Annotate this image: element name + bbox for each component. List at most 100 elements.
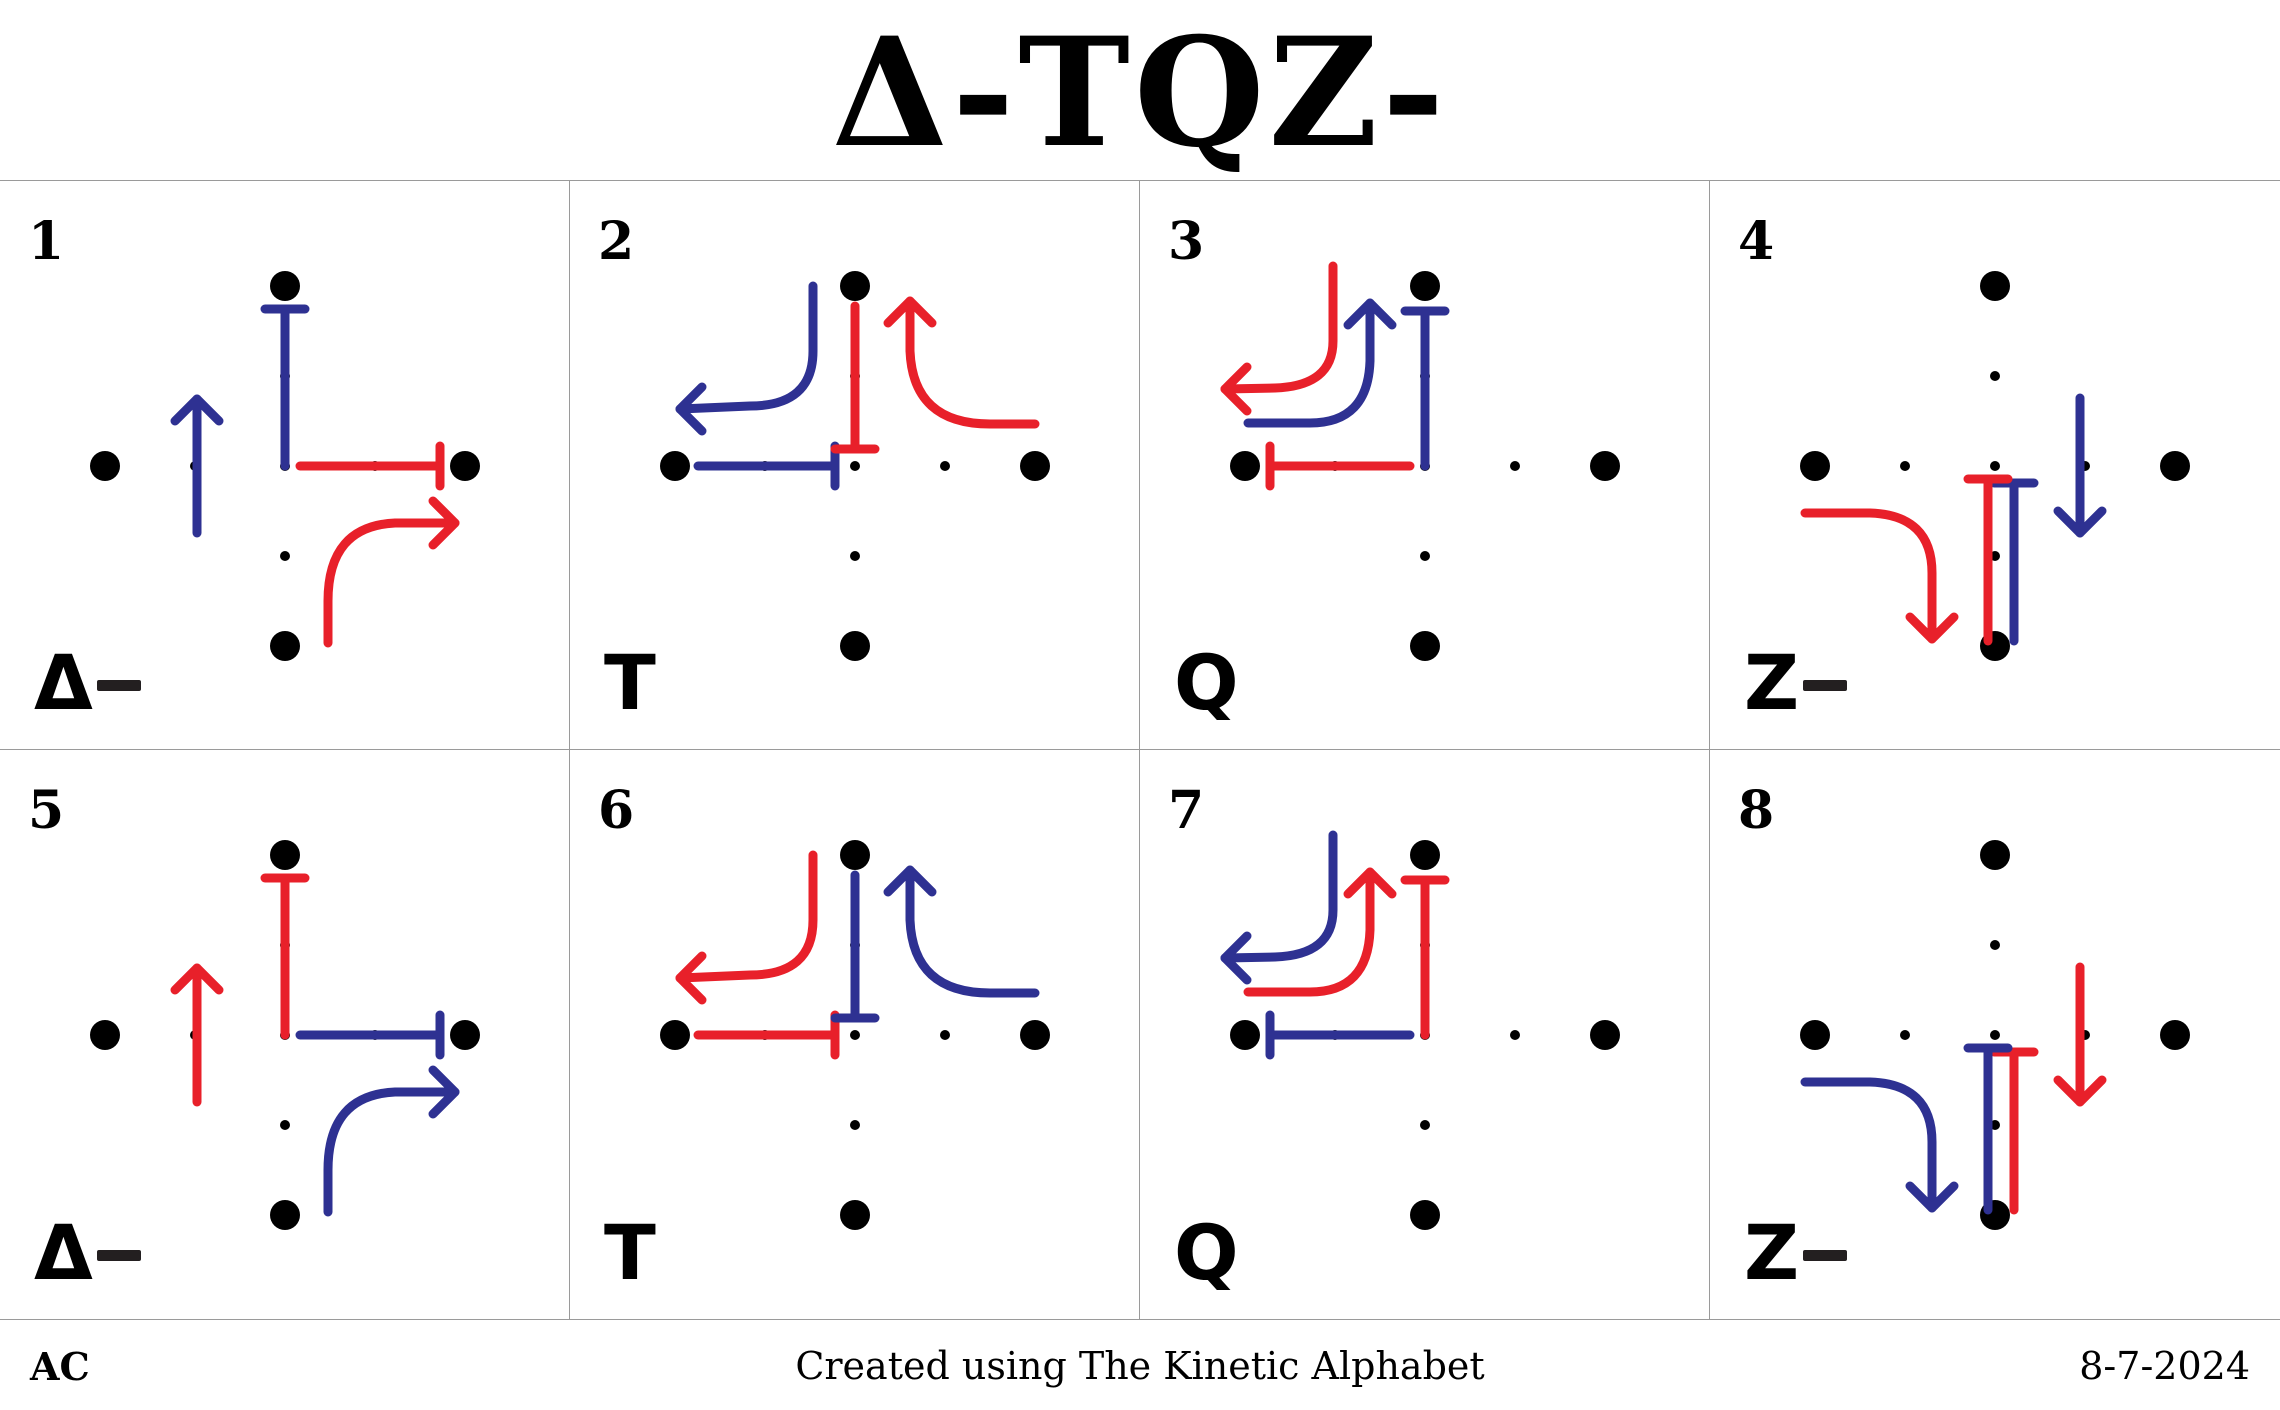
panel-number: 2 [598, 211, 635, 272]
midpoint-dot [1990, 1030, 2000, 1040]
point-dot [450, 1020, 480, 1050]
panel-grid: 1 Δ 2 T 3 Q 4 Z 5 Δ 6 T 7 Q 8 Z [0, 180, 2280, 1320]
midpoint-dot [1420, 1120, 1430, 1130]
midpoint-dot [850, 461, 860, 471]
curved-arrow [905, 296, 1040, 429]
point-dot [270, 1200, 300, 1230]
midpoint-dot [940, 461, 950, 471]
arrowhead [1343, 867, 1397, 899]
panel-1: 1 Δ [0, 181, 570, 750]
panel-number: 1 [28, 211, 65, 272]
point-dot [1800, 1020, 1830, 1050]
panel-code-letter: T [604, 1208, 656, 1297]
midpoint-dot [1990, 940, 2000, 950]
curved-arrow [1800, 508, 1937, 644]
midpoint-dot [850, 1030, 860, 1040]
point-dot [1410, 1200, 1440, 1230]
point-dot [840, 1200, 870, 1230]
footer-credit: Created using The Kinetic Alphabet [795, 1344, 1485, 1388]
point-dot [1590, 1020, 1620, 1050]
panel-glyph [1800, 840, 2190, 1230]
panel-code: Z [1744, 1208, 1848, 1297]
panel-5: 5 Δ [0, 750, 570, 1319]
arrowhead [883, 296, 937, 328]
curved-arrow [1220, 830, 1338, 963]
curved-arrow [1800, 1077, 1937, 1213]
panel-code-letter: Δ [34, 638, 93, 727]
panel-glyph [1220, 830, 1620, 1230]
footer: AC Created using The Kinetic Alphabet 8-… [0, 1320, 2280, 1410]
point-dot [270, 840, 300, 870]
panel-glyph [90, 840, 480, 1230]
arrowhead [1343, 298, 1397, 330]
panel-code: Δ [34, 1208, 141, 1297]
arrowhead [170, 394, 224, 426]
panel-2: 2 T [570, 181, 1140, 750]
midpoint-dot [1420, 551, 1430, 561]
point-dot [1230, 451, 1260, 481]
midpoint-dot [850, 551, 860, 561]
panel-glyph [1220, 261, 1620, 661]
code-dash-mark [96, 1250, 141, 1261]
point-dot [840, 631, 870, 661]
curved-arrow [675, 850, 818, 983]
panel-code-letter: Z [1744, 638, 1800, 727]
curved-arrow [323, 1087, 460, 1217]
panel-number: 6 [598, 780, 635, 841]
panel-code-letter: Q [1174, 638, 1239, 727]
panel-number: 7 [1168, 780, 1205, 841]
panel-code: Q [1174, 638, 1239, 727]
arrowhead [675, 382, 707, 436]
arrowhead [2053, 506, 2107, 538]
point-dot [660, 451, 690, 481]
midpoint-dot [1900, 1030, 1910, 1040]
panel-code: T [604, 638, 656, 727]
point-dot [1230, 1020, 1260, 1050]
point-dot [90, 1020, 120, 1050]
point-dot [840, 840, 870, 870]
panel-number: 3 [1168, 211, 1205, 272]
arrowhead [675, 951, 707, 1005]
point-dot [1020, 1020, 1050, 1050]
panel-3: 3 Q [1140, 181, 1710, 750]
point-dot [660, 1020, 690, 1050]
code-dash-mark [1803, 1250, 1848, 1261]
point-dot [1020, 451, 1050, 481]
panel-glyph [90, 271, 480, 661]
code-dash-mark [96, 680, 141, 691]
point-dot [1980, 271, 2010, 301]
panel-glyph [660, 271, 1050, 661]
panel-code: Δ [34, 638, 141, 727]
curved-arrow [675, 281, 818, 414]
point-dot [270, 271, 300, 301]
point-dot [840, 271, 870, 301]
panel-8: 8 Z [1710, 750, 2280, 1319]
midpoint-dot [1990, 461, 2000, 471]
arrowhead [428, 496, 460, 550]
panel-code: Q [1174, 1208, 1239, 1297]
point-dot [270, 631, 300, 661]
panel-glyph [660, 840, 1050, 1230]
midpoint-dot [280, 551, 290, 561]
arrowhead [1905, 1181, 1959, 1213]
panel-code-letter: Δ [34, 1208, 93, 1297]
curved-arrow [323, 518, 460, 648]
curved-arrow [905, 865, 1040, 998]
arrowhead [1905, 612, 1959, 644]
point-dot [1410, 631, 1440, 661]
footer-author: AC [30, 1344, 90, 1389]
panel-6: 6 T [570, 750, 1140, 1319]
panel-code-letter: Q [1174, 1208, 1239, 1297]
point-dot [1800, 451, 1830, 481]
panel-number: 5 [28, 780, 65, 841]
point-dot [1980, 840, 2010, 870]
point-dot [450, 451, 480, 481]
panel-number: 4 [1738, 211, 1775, 272]
curved-arrow [1243, 298, 1375, 428]
point-dot [1410, 271, 1440, 301]
panel-code: T [604, 1208, 656, 1297]
curved-arrow [1220, 261, 1338, 394]
arrowhead [428, 1065, 460, 1119]
arrowhead [883, 865, 937, 897]
midpoint-dot [1510, 461, 1520, 471]
